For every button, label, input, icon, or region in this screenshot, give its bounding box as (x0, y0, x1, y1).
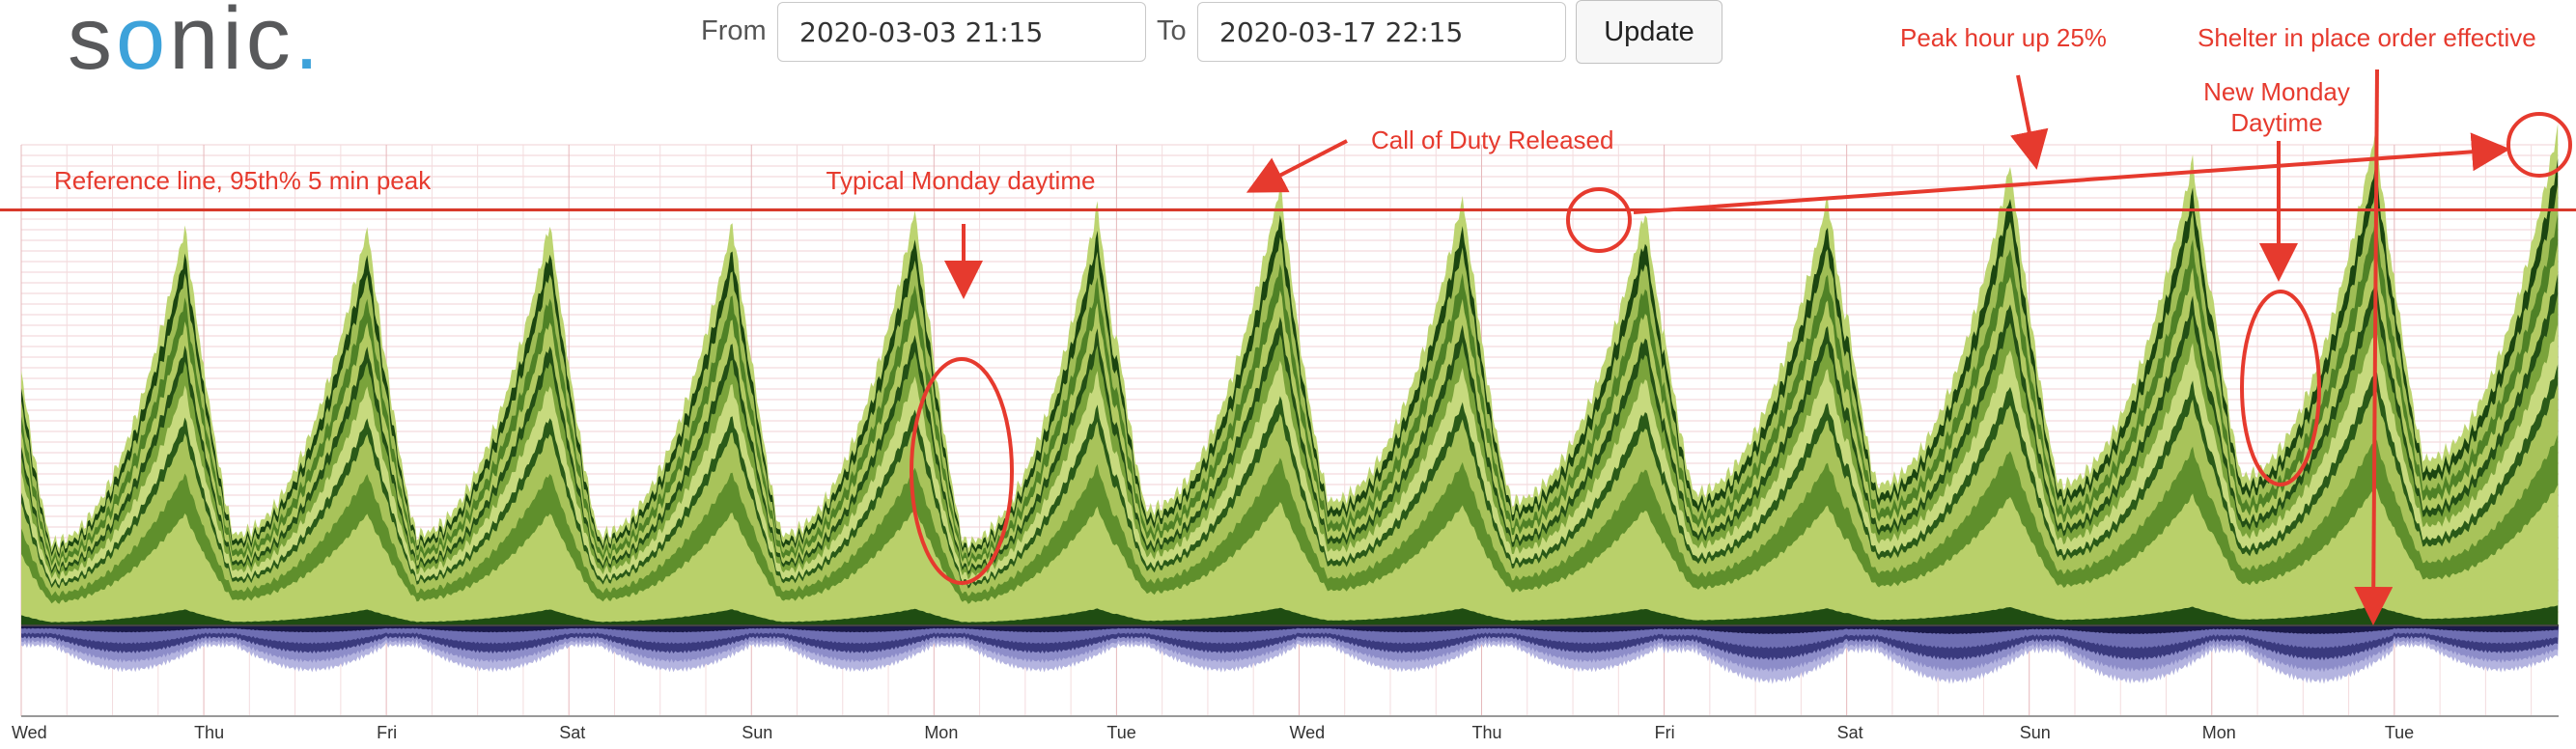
x-tick-label: Thu (1472, 723, 1502, 742)
x-tick-label: Tue (2385, 723, 2414, 742)
x-tick-label: Sun (742, 723, 772, 742)
x-tick-label: Mon (2202, 723, 2236, 742)
outbound-layer-4 (21, 625, 2559, 635)
annotation-peak-hour: Peak hour up 25% (1900, 23, 2107, 52)
arrow-call-of-duty (1246, 139, 1348, 193)
x-tick-label: Sun (2020, 723, 2051, 742)
annotation-shelter-in-place: Shelter in place order effective (2198, 23, 2536, 52)
arrow-peak-increase (1633, 132, 2510, 214)
from-date-input[interactable]: 2020-03-03 21:15 (777, 2, 1146, 62)
x-tick-label: Fri (377, 723, 397, 742)
annotation-reference-line: Reference line, 95th% 5 min peak (54, 166, 432, 195)
x-tick-label: Wed (12, 723, 47, 742)
inbound-layer-1 (21, 485, 2559, 625)
x-tick-label: Thu (194, 723, 224, 742)
x-tick-label: Tue (1106, 723, 1135, 742)
update-button[interactable]: Update (1576, 0, 1722, 64)
annotation-typical-monday: Typical Monday daytime (826, 166, 1096, 195)
x-tick-label: Mon (924, 723, 958, 742)
to-label: To (1157, 15, 1187, 46)
x-tick-label: Wed (1289, 723, 1325, 742)
circle-peak-thursday (1566, 187, 1632, 253)
x-axis: Wed Thu Fri Sat Sun Mon Tue Wed Thu Fri Sat Sun Mon T… (12, 715, 2559, 742)
arrow-shelter-in-place (2354, 69, 2394, 625)
annotation-new-monday-2: Daytime (2230, 108, 2322, 137)
circle-typical-monday (910, 357, 1014, 585)
from-label: From (701, 15, 767, 46)
annotation-call-of-duty: Call of Duty Released (1371, 125, 1613, 154)
annotation-new-monday-1: New Monday (2203, 77, 2350, 106)
to-date-input[interactable]: 2020-03-17 22:15 (1197, 2, 1566, 62)
inbound-layer-0 (21, 605, 2559, 625)
sonic-logo: sonic. (68, 0, 323, 88)
annotations: Reference line, 95th% 5 min peak Typical … (54, 23, 2572, 625)
circle-new-monday (2240, 290, 2321, 486)
arrow-peak-hour (2010, 74, 2049, 170)
x-tick-label: Fri (1655, 723, 1675, 742)
x-tick-label: Sat (559, 723, 585, 742)
chart-areas (21, 123, 2559, 684)
x-tick-label: Sat (1837, 723, 1863, 742)
